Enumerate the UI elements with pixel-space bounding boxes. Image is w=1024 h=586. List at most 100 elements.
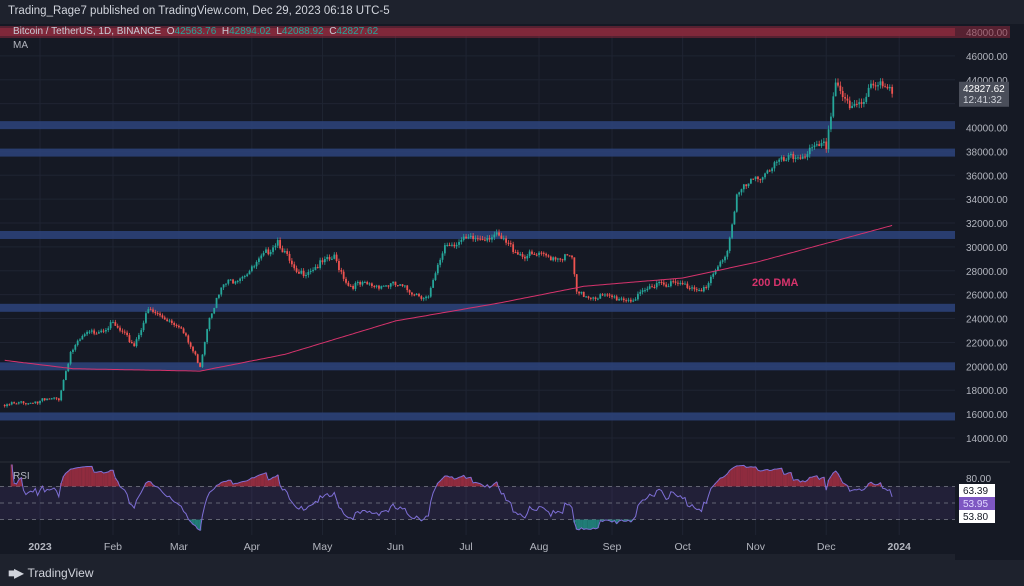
price-tick-label: 34000.00 — [966, 195, 1008, 206]
candle-body — [858, 102, 861, 105]
candle-body — [102, 330, 105, 332]
candle-body — [785, 159, 788, 161]
candle-body — [213, 307, 216, 314]
candle-body — [815, 144, 818, 146]
candle-body — [15, 403, 18, 405]
candle-body — [314, 266, 317, 270]
candle-body — [50, 398, 53, 400]
candle-body — [554, 257, 557, 260]
candle-body — [658, 281, 661, 284]
candle-body — [260, 255, 263, 259]
candle-body — [248, 271, 251, 275]
candle-body — [342, 271, 345, 279]
candle-body — [446, 244, 449, 246]
candle-body — [778, 159, 781, 162]
candle-body — [298, 271, 300, 274]
candle-body — [411, 292, 413, 295]
candle-body — [575, 274, 578, 292]
candle-body — [528, 251, 531, 256]
candle-body — [509, 243, 512, 245]
candle-body — [641, 290, 644, 292]
candle-body — [507, 242, 510, 244]
support-zone — [0, 412, 955, 421]
candle-body — [855, 103, 858, 105]
candle-body — [559, 258, 562, 260]
candle-body — [95, 333, 98, 335]
candle-body — [185, 333, 187, 336]
ma-indicator-label[interactable]: MA — [13, 40, 28, 51]
candle-body — [573, 257, 576, 275]
candle-body — [613, 296, 616, 298]
candle-body — [168, 320, 171, 322]
candle-body — [32, 402, 34, 404]
candle-body — [811, 147, 814, 149]
candle-body — [846, 98, 849, 101]
candle-body — [813, 145, 816, 148]
candle-body — [36, 401, 39, 404]
candle-body — [721, 260, 724, 262]
last-price-tag[interactable] — [959, 81, 1009, 107]
candle-body — [479, 238, 482, 240]
candle-body — [208, 317, 211, 330]
candle-body — [865, 96, 868, 102]
candle-body — [549, 256, 552, 261]
candle-body — [472, 235, 475, 240]
candle-body — [3, 405, 6, 407]
candle-body — [41, 398, 44, 401]
candle-body — [726, 250, 729, 257]
candle-body — [396, 285, 399, 287]
candle-body — [611, 295, 613, 298]
candle-body — [316, 266, 319, 268]
high-value: 42894.02 — [229, 26, 271, 37]
candle-body — [495, 232, 498, 235]
candle-body — [596, 298, 599, 300]
candle-body — [288, 253, 291, 261]
candle-body — [667, 286, 670, 288]
candle-body — [394, 281, 397, 286]
candle-body — [780, 157, 783, 160]
candle-body — [688, 287, 691, 289]
candle-body — [333, 254, 336, 259]
candle-body — [262, 252, 265, 256]
high-label: H — [221, 26, 230, 37]
candle-body — [589, 297, 592, 299]
candle-body — [371, 283, 373, 286]
candle-body — [17, 402, 20, 404]
support-zone — [0, 121, 955, 130]
rsi-value: 53.80 — [963, 512, 988, 523]
candle-body — [651, 286, 653, 288]
price-tick-label: 26000.00 — [966, 291, 1008, 302]
symbol-name[interactable]: Bitcoin / TetherUS, 1D, BINANCE — [13, 26, 162, 37]
candle-body — [319, 260, 322, 268]
candle-body — [90, 330, 93, 332]
candle-body — [521, 254, 524, 257]
candle-body — [465, 236, 467, 239]
candle-body — [669, 281, 672, 287]
candle-body — [225, 283, 227, 285]
price-chart[interactable]: 200 DMA48000.0046000.0044000.0040000.003… — [0, 0, 1024, 560]
candle-body — [637, 293, 639, 300]
candle-body — [848, 100, 851, 109]
candle-body — [695, 289, 698, 291]
candle-body — [674, 281, 677, 283]
candle-body — [135, 339, 138, 347]
candle-body — [467, 236, 470, 239]
candle-body — [500, 235, 503, 239]
candle-body — [618, 299, 620, 301]
candle-body — [432, 280, 435, 288]
candle-body — [119, 327, 121, 331]
candle-body — [378, 285, 380, 289]
candle-body — [302, 270, 305, 277]
time-tick-label: Feb — [104, 541, 122, 553]
candle-body — [742, 184, 745, 190]
support-zone — [0, 230, 955, 239]
candle-body — [121, 330, 124, 332]
low-label: L — [276, 26, 282, 37]
candle-body — [243, 276, 246, 278]
candle-body — [152, 309, 154, 312]
candle-body — [825, 141, 828, 150]
candle-body — [794, 157, 797, 159]
candle-body — [382, 285, 385, 287]
candle-body — [441, 253, 444, 260]
candle-body — [361, 282, 364, 285]
